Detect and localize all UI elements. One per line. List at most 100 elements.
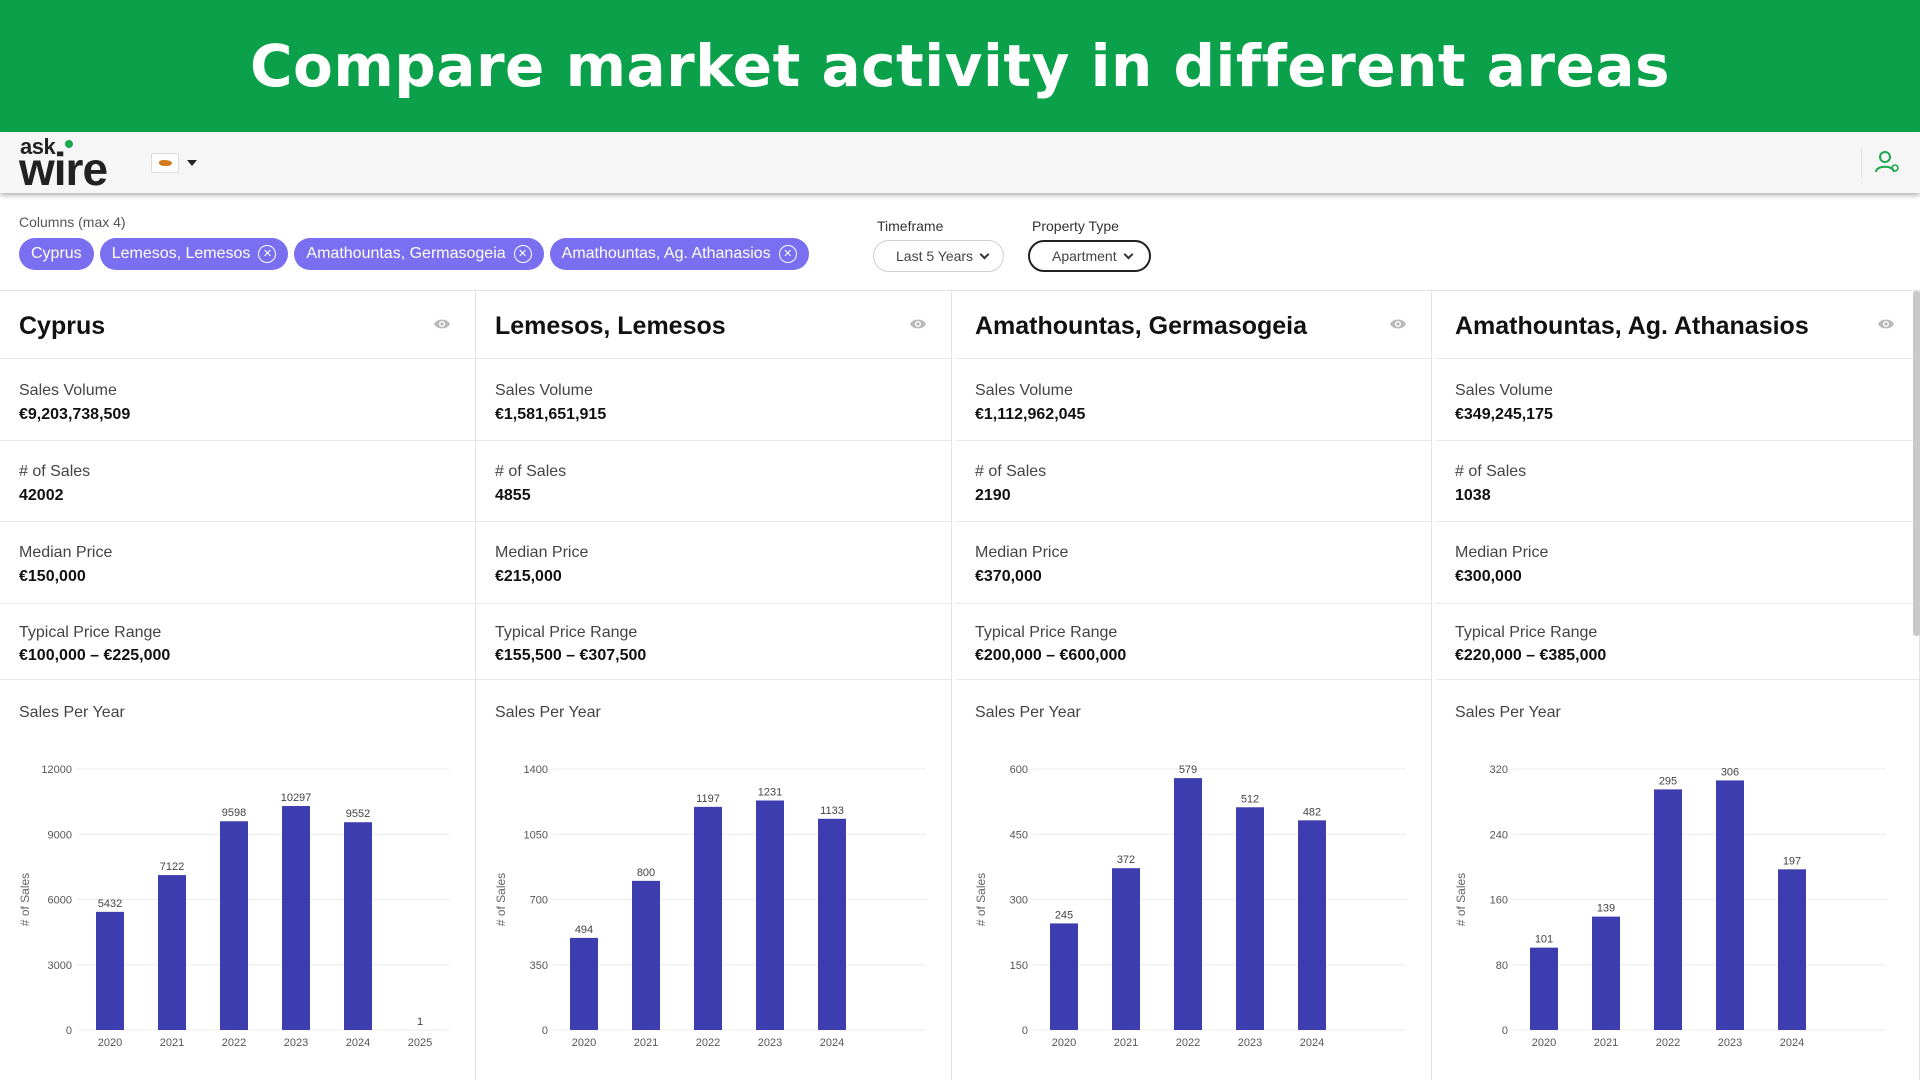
y-tick-label: 80 <box>1496 960 1508 972</box>
bar[interactable] <box>1050 923 1078 1030</box>
bar[interactable] <box>96 911 124 1030</box>
banner-title: Compare market activity in different are… <box>249 32 1671 100</box>
x-tick-label: 2022 <box>696 1037 720 1049</box>
bar[interactable] <box>1174 778 1202 1030</box>
chip-ag-athanasios[interactable]: Amathountas, Ag. Athanasios ✕ <box>549 238 809 270</box>
bar-value-label: 9598 <box>222 807 246 819</box>
metric-sales-volume: Sales Volume €1,581,651,915 <box>476 359 951 441</box>
bar-value-label: 10297 <box>281 792 312 804</box>
country-selector[interactable] <box>151 150 203 176</box>
bar[interactable] <box>1778 869 1806 1030</box>
metric-value: €215,000 <box>495 568 562 585</box>
metric-median-price: Median Price €300,000 <box>1436 522 1919 604</box>
bar-value-label: 197 <box>1783 855 1801 867</box>
metric-median-price: Median Price €370,000 <box>956 522 1431 604</box>
close-icon[interactable]: ✕ <box>513 245 532 263</box>
bar-value-label: 1133 <box>820 805 844 817</box>
x-tick-label: 2020 <box>98 1037 122 1049</box>
x-tick-label: 2024 <box>1300 1037 1324 1049</box>
bar[interactable] <box>818 818 846 1030</box>
chip-cyprus[interactable]: Cyprus <box>19 238 94 270</box>
bar-value-label: 306 <box>1721 766 1739 778</box>
bar-value-label: 512 <box>1241 793 1259 805</box>
bar[interactable] <box>282 806 310 1030</box>
property-type-label: Property Type <box>1032 218 1119 234</box>
bar[interactable] <box>1236 807 1264 1030</box>
close-icon[interactable]: ✕ <box>778 245 797 263</box>
x-tick-label: 2023 <box>1718 1037 1742 1049</box>
eye-icon[interactable] <box>433 318 451 330</box>
chip-lemesos[interactable]: Lemesos, Lemesos ✕ <box>99 238 289 270</box>
bar[interactable] <box>694 806 722 1030</box>
metric-label: Median Price <box>1455 544 1549 561</box>
sales-per-year-section: Sales Per Year # of Sales 0 350 700 1050 1400 4… <box>476 680 951 1080</box>
metric-label: # of Sales <box>19 463 91 480</box>
x-tick-label: 2021 <box>1114 1037 1138 1049</box>
metric-typical-price-range: Typical Price Range €100,000 – €225,000 <box>0 604 475 680</box>
banner: Compare market activity in different are… <box>0 0 1920 132</box>
y-axis-label: # of Sales <box>494 873 508 926</box>
x-tick-label: 2020 <box>572 1037 596 1049</box>
metric-label: Typical Price Range <box>19 624 162 641</box>
metric-label: Sales Volume <box>19 382 117 399</box>
eye-icon[interactable] <box>1389 318 1407 330</box>
eye-icon[interactable] <box>1877 318 1895 330</box>
logo[interactable]: ask wire <box>19 134 123 195</box>
chip-label: Lemesos, Lemesos <box>111 245 251 262</box>
y-tick-label: 0 <box>1022 1025 1028 1037</box>
column-title: Lemesos, Lemesos <box>495 312 726 340</box>
bar[interactable] <box>220 821 248 1030</box>
bar[interactable] <box>1654 789 1682 1030</box>
chip-label: Amathountas, Germasogeia <box>306 245 506 262</box>
metric-label: Median Price <box>495 544 589 561</box>
bar-value-label: 9552 <box>346 808 370 820</box>
metric-label: Typical Price Range <box>1455 624 1598 641</box>
y-tick-label: 0 <box>542 1025 548 1037</box>
bar[interactable] <box>1298 820 1326 1030</box>
user-icon[interactable] <box>1874 149 1900 175</box>
metric-label: Sales Volume <box>975 382 1073 399</box>
property-type-value: Apartment <box>1052 248 1117 264</box>
y-tick-label: 320 <box>1490 764 1508 776</box>
area-column: Amathountas, Ag. Athanasios Sales Volume… <box>1436 291 1920 1080</box>
metric-value: 4855 <box>495 487 531 504</box>
bar[interactable] <box>756 800 784 1030</box>
metric-value: €370,000 <box>975 568 1042 585</box>
property-type-select[interactable]: Apartment <box>1028 240 1151 272</box>
metric-sales-volume: Sales Volume €9,203,738,509 <box>0 359 475 441</box>
metric-label: # of Sales <box>1455 463 1527 480</box>
bar[interactable] <box>632 880 660 1030</box>
timeframe-select[interactable]: Last 5 Years <box>873 240 1004 272</box>
column-title: Amathountas, Ag. Athanasios <box>1455 312 1809 340</box>
bar[interactable] <box>1112 868 1140 1030</box>
metric-value: 42002 <box>19 487 64 504</box>
bar-value-label: 800 <box>637 867 655 879</box>
y-axis-label: # of Sales <box>974 873 988 926</box>
chip-germasogeia[interactable]: Amathountas, Germasogeia ✕ <box>294 238 544 270</box>
close-icon[interactable]: ✕ <box>258 245 277 263</box>
y-tick-label: 0 <box>1502 1025 1508 1037</box>
metric-typical-price-range: Typical Price Range €155,500 – €307,500 <box>476 604 951 680</box>
x-tick-label: 2022 <box>1656 1037 1680 1049</box>
bar[interactable] <box>1716 780 1744 1030</box>
chart-title: Sales Per Year <box>975 704 1081 721</box>
eye-icon[interactable] <box>909 318 927 330</box>
nav-divider <box>1861 148 1862 178</box>
metric-typical-price-range: Typical Price Range €200,000 – €600,000 <box>956 604 1431 680</box>
x-tick-label: 2025 <box>408 1037 432 1049</box>
metric-label: # of Sales <box>495 463 567 480</box>
scrollbar[interactable] <box>1913 291 1920 636</box>
x-tick-label: 2023 <box>758 1037 782 1049</box>
bar[interactable] <box>344 822 372 1030</box>
x-tick-label: 2024 <box>820 1037 844 1049</box>
bar-value-label: 494 <box>575 924 593 936</box>
metric-median-price: Median Price €215,000 <box>476 522 951 604</box>
bar[interactable] <box>1530 947 1558 1030</box>
sales-per-year-section: Sales Per Year # of Sales 0 3000 6000 9000 120… <box>0 680 475 1080</box>
metric-value: €1,112,962,045 <box>975 406 1086 423</box>
bar[interactable] <box>1592 916 1620 1030</box>
y-tick-label: 240 <box>1490 829 1508 841</box>
bar[interactable] <box>570 937 598 1030</box>
sales-bar-chart: # of Sales 0 3000 6000 9000 12000 5432 2020 7122… <box>18 764 450 1049</box>
bar[interactable] <box>158 875 186 1030</box>
